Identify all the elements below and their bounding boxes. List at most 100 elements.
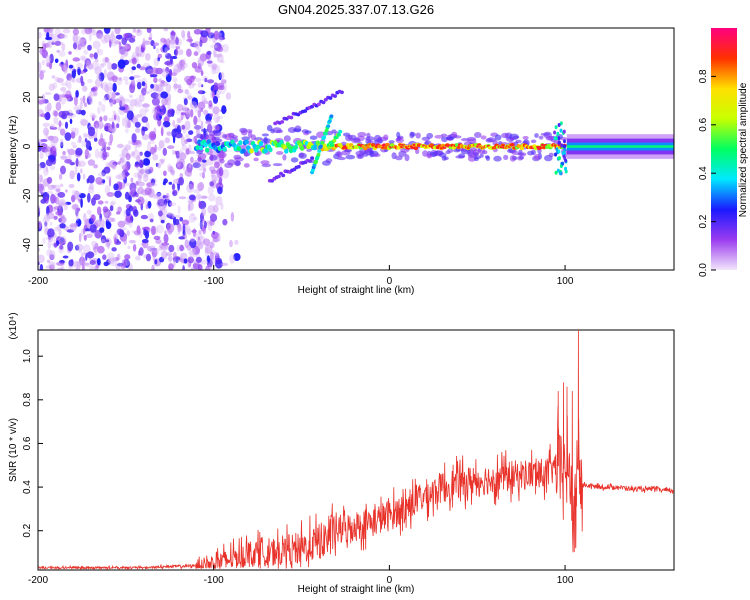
noise-cell <box>89 96 94 105</box>
noise-cell <box>148 245 156 253</box>
noise-cell <box>112 82 117 93</box>
noise-cell <box>109 98 113 103</box>
noise-cell <box>129 76 135 80</box>
halo-cell <box>522 135 529 140</box>
noise-cell <box>38 177 42 186</box>
halo-cell <box>531 149 536 156</box>
noise-cell <box>167 102 171 110</box>
noise-cell <box>189 250 195 258</box>
noise-cell <box>141 42 146 52</box>
noise-cell <box>153 42 160 46</box>
noise-cell <box>141 238 149 244</box>
noise-cell <box>128 239 136 244</box>
halo-cell <box>388 140 395 144</box>
band-cell <box>206 139 211 145</box>
noise-cell <box>80 198 83 209</box>
band-cell <box>385 142 390 147</box>
noise-cell <box>179 152 187 161</box>
noise-cell <box>108 117 115 122</box>
noise-cell <box>166 131 173 137</box>
noise-cell <box>108 211 112 217</box>
noise-cell <box>175 36 179 46</box>
noise-cell <box>117 115 121 123</box>
noise-cell <box>93 194 101 201</box>
colorbar-tick-label: 0.4 <box>698 166 709 180</box>
noise-cell <box>87 63 94 70</box>
noise-cell <box>207 223 212 232</box>
noise-cell <box>100 154 104 159</box>
noise-cell <box>186 174 192 177</box>
noise-cell <box>55 101 62 111</box>
noise-cell <box>215 259 223 269</box>
noise-cell <box>148 131 157 141</box>
noise-cell <box>132 75 141 78</box>
noise-cell <box>62 151 66 155</box>
noise-cell <box>193 97 199 108</box>
noise-cell <box>195 193 202 201</box>
noise-cell <box>190 156 194 163</box>
x-tick-label: 100 <box>557 575 574 586</box>
noise-cell <box>124 128 129 134</box>
noise-cell <box>177 228 181 236</box>
noise-cell <box>156 146 162 151</box>
colorbar-scale <box>711 28 737 270</box>
noise-cell <box>93 164 98 169</box>
noise-cell <box>64 132 72 141</box>
noise-cell <box>53 116 59 125</box>
noise-cell <box>222 169 230 179</box>
noise-cell <box>106 252 115 260</box>
noise-cell <box>189 238 197 249</box>
noise-cell <box>201 100 209 105</box>
noise-cell <box>87 186 95 194</box>
noise-cell <box>103 97 107 102</box>
x-tick-label: -100 <box>204 276 224 287</box>
noise-cell <box>98 101 103 106</box>
halo-cell <box>473 152 480 157</box>
noise-cell <box>183 98 188 106</box>
noise-cell <box>134 163 140 168</box>
noise-cell <box>114 28 121 35</box>
noise-cell <box>83 63 87 74</box>
noise-cell <box>152 194 157 200</box>
band-cell <box>312 145 317 151</box>
noise-cell <box>57 201 66 206</box>
noise-cell <box>103 28 111 34</box>
noise-cell <box>136 63 141 69</box>
noise-cell <box>46 190 54 195</box>
noise-cell <box>96 258 101 266</box>
noise-cell <box>109 205 114 212</box>
noise-cell <box>139 168 145 174</box>
noise-cell <box>60 138 64 147</box>
x-tick-label: -200 <box>28 276 48 287</box>
noise-cell <box>213 113 221 124</box>
halo-cell <box>260 160 270 165</box>
noise-cell <box>137 99 142 108</box>
noise-cell <box>215 196 223 206</box>
noise-cell <box>79 97 83 102</box>
noise-cell <box>116 77 123 86</box>
noise-cell <box>90 214 96 222</box>
noise-cell <box>140 214 148 220</box>
noise-cell <box>124 80 129 86</box>
noise-cell <box>100 62 107 67</box>
noise-cell <box>64 159 72 164</box>
noise-cell <box>39 150 44 160</box>
halo-cell <box>548 152 554 158</box>
y-tick-label: 0 <box>22 143 33 149</box>
noise-cell <box>172 190 178 197</box>
noise-cell <box>94 66 102 75</box>
noise-cell <box>110 30 115 39</box>
noise-cell <box>84 133 89 138</box>
chart-title: GN04.2025.337.07.13.G26 <box>278 2 434 17</box>
noise-cell <box>164 61 172 66</box>
halo-cell <box>530 139 537 144</box>
noise-cell <box>76 62 84 70</box>
noise-cell <box>83 102 88 108</box>
noise-cell <box>79 101 83 110</box>
noise-cell <box>217 115 224 120</box>
noise-cell <box>221 79 227 84</box>
noise-cell <box>175 258 179 263</box>
noise-cell <box>160 219 165 224</box>
noise-cell <box>197 264 203 270</box>
